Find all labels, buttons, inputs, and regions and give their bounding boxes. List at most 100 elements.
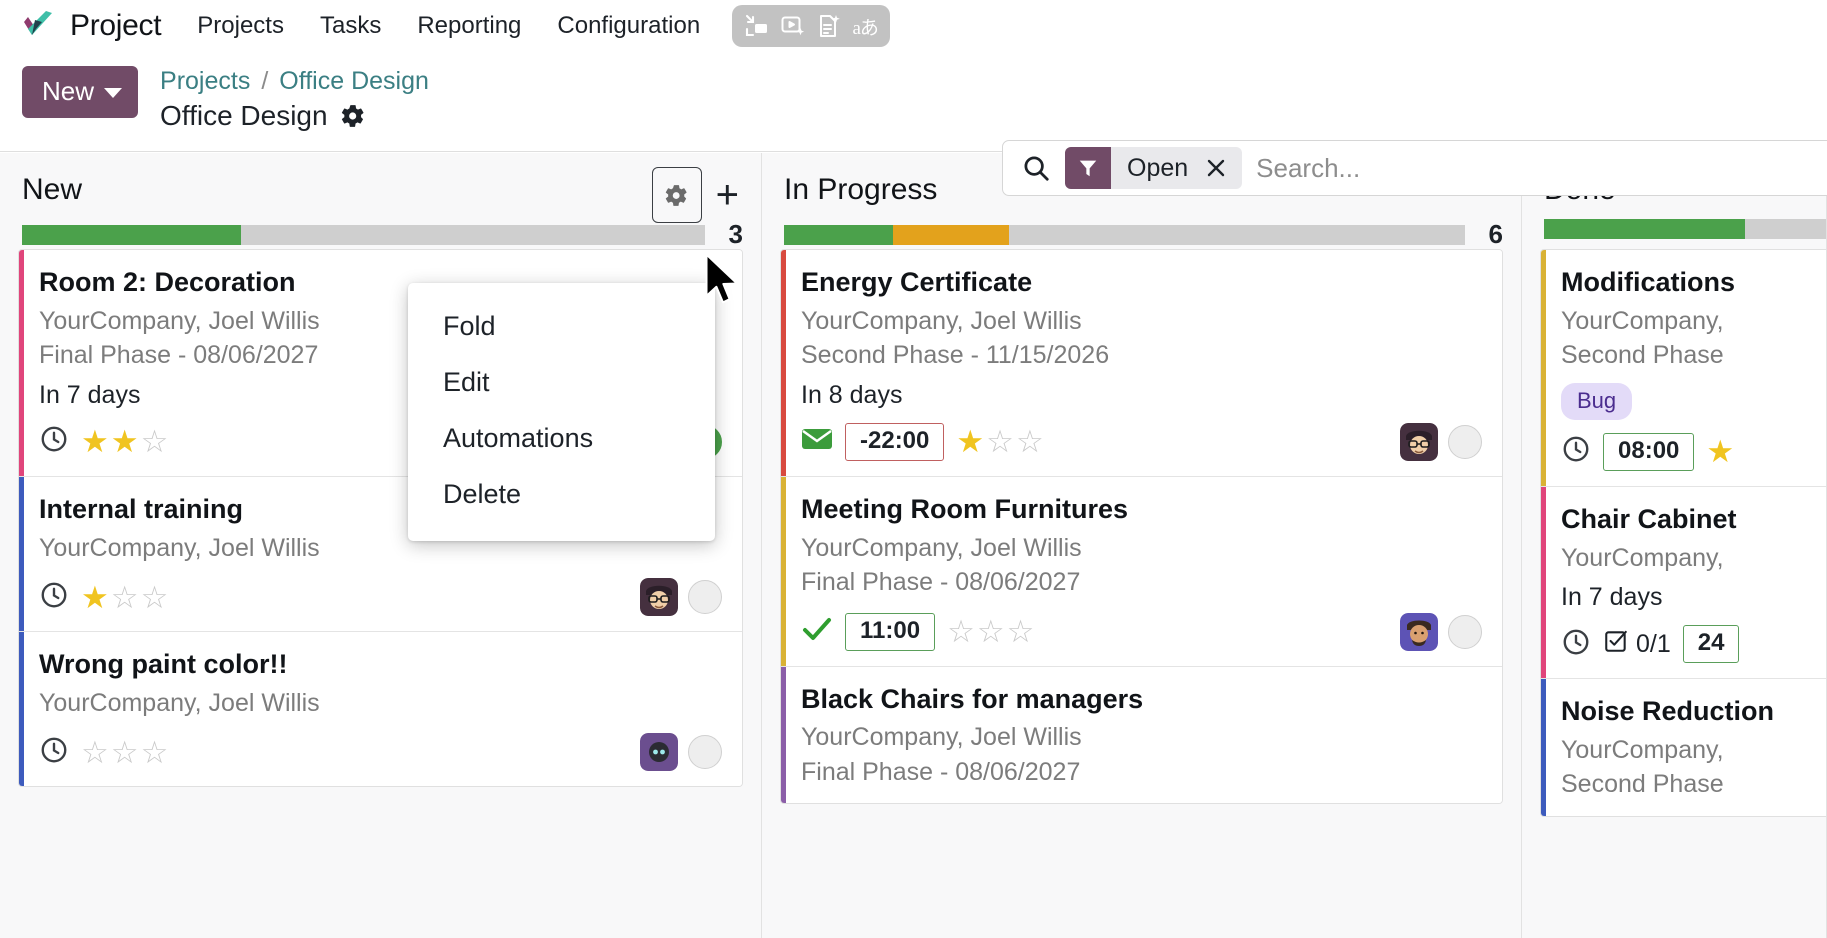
card-accent-bar — [19, 250, 24, 476]
star-filled[interactable]: ★ — [1706, 434, 1735, 470]
column-new-add-button[interactable]: + — [715, 173, 739, 217]
breadcrumb-projects[interactable]: Projects — [160, 67, 251, 95]
column-settings-gear-icon[interactable] — [651, 167, 702, 223]
subtask-counter[interactable]: 0/1 — [1603, 628, 1671, 661]
nav-projects[interactable]: Projects — [197, 12, 284, 39]
priority-stars[interactable]: ☆ ☆ ☆ — [81, 737, 168, 768]
card-footer: -22:00 ★ ☆ ☆ — [801, 422, 1482, 462]
card-subtitle: YourCompany, — [1561, 306, 1724, 335]
card-meta: Second Phase - 11/15/2026 — [801, 341, 1110, 370]
avatar[interactable] — [640, 733, 678, 772]
star-empty[interactable]: ☆ — [110, 579, 139, 615]
clock-icon[interactable] — [1561, 434, 1591, 469]
card-energy-certificate[interactable]: Energy Certificate YourCompany, Joel Wil… — [781, 250, 1502, 477]
breadcrumb-separator: / — [261, 67, 269, 95]
card-noise-reduction[interactable]: Noise Reduction YourCompany, Second Phas… — [1541, 679, 1826, 816]
card-modifications[interactable]: Modifications YourCompany, Second Phase … — [1541, 250, 1826, 487]
progress-segment-green — [1544, 219, 1745, 239]
column-in-progress-progress-bar[interactable] — [784, 224, 1465, 245]
card-footer: 11:00 ☆ ☆ ☆ — [801, 612, 1482, 652]
avatar[interactable] — [640, 578, 678, 616]
status-dot[interactable] — [1448, 424, 1482, 459]
star-empty[interactable]: ☆ — [140, 579, 169, 615]
breadcrumb-office-design[interactable]: Office Design — [279, 67, 429, 95]
star-empty[interactable]: ☆ — [976, 614, 1005, 649]
nav-tasks[interactable]: Tasks — [319, 12, 382, 39]
star-empty[interactable]: ☆ — [947, 614, 975, 649]
card-chair-cabinet[interactable]: Chair Cabinet YourCompany, In 7 days — [1541, 486, 1826, 679]
priority-stars[interactable]: ★ ☆ ☆ — [956, 426, 1043, 457]
status-dot[interactable] — [688, 735, 722, 770]
status-dot[interactable] — [688, 580, 722, 614]
close-icon[interactable] — [1200, 147, 1242, 189]
card-meeting-room-furnitures[interactable]: Meeting Room Furnitures YourCompany, Joe… — [781, 476, 1502, 667]
card-black-chairs-for-managers[interactable]: Black Chairs for managers YourCompany, J… — [781, 666, 1502, 804]
time-badge[interactable]: 08:00 — [1603, 432, 1695, 471]
search-facet-open[interactable]: Open — [1065, 147, 1243, 189]
progress-segment-green — [784, 224, 893, 245]
star-empty[interactable]: ☆ — [986, 424, 1014, 460]
gear-icon[interactable] — [340, 103, 366, 129]
card-wrong-paint-color[interactable]: Wrong paint color!! YourCompany, Joel Wi… — [19, 632, 742, 787]
card-accent-bar — [19, 476, 24, 631]
search-bar[interactable]: Open — [1002, 140, 1827, 196]
column-new-progress-bar[interactable] — [22, 224, 705, 245]
odoo-check-logo[interactable] — [22, 9, 56, 43]
clock-icon[interactable] — [39, 580, 69, 615]
nav-reporting[interactable]: Reporting — [417, 12, 522, 39]
app-name: Project — [70, 9, 162, 42]
nav-configuration[interactable]: Configuration — [557, 12, 701, 39]
menu-item-delete[interactable]: Delete — [443, 479, 522, 509]
menu-item-automations[interactable]: Automations — [443, 423, 594, 453]
avatar[interactable] — [1400, 612, 1438, 651]
column-new-header: New + 3 — [0, 153, 761, 249]
time-badge[interactable]: 24 — [1682, 625, 1740, 663]
envelope-icon[interactable] — [801, 426, 833, 457]
star-empty[interactable]: ☆ — [140, 734, 169, 770]
document-sparkle-icon[interactable] — [814, 11, 844, 41]
clock-icon[interactable] — [1561, 627, 1591, 662]
clock-icon[interactable] — [39, 424, 69, 459]
star-filled[interactable]: ★ — [110, 424, 139, 460]
column-done-card-stack: Modifications YourCompany, Second Phase … — [1540, 249, 1826, 817]
card-subtitle: YourCompany, Joel Willis — [39, 306, 320, 335]
progress-segment-remaining — [1008, 224, 1465, 245]
star-filled[interactable]: ★ — [956, 424, 985, 460]
priority-stars[interactable]: ★ ★ ☆ — [81, 426, 168, 457]
star-filled[interactable]: ★ — [81, 424, 109, 460]
star-empty[interactable]: ☆ — [110, 734, 139, 770]
time-badge[interactable]: 11:00 — [845, 612, 936, 651]
translate-icon[interactable]: aあ — [850, 11, 880, 41]
star-empty[interactable]: ☆ — [140, 424, 169, 460]
card-accent-bar — [781, 476, 786, 666]
search-input[interactable] — [1256, 152, 1827, 184]
screen-record-sparkle-icon[interactable] — [778, 11, 808, 41]
card-internal-training[interactable]: Internal training YourCompany, Joel Will… — [19, 476, 742, 632]
checklist-icon — [1603, 628, 1629, 661]
priority-stars[interactable]: ★ — [1706, 436, 1734, 467]
filter-icon[interactable] — [1065, 147, 1111, 189]
card-title: Room 2: Decoration — [39, 267, 296, 297]
star-empty[interactable]: ☆ — [1006, 614, 1035, 649]
card-meta: Final Phase - 08/06/2027 — [801, 757, 1081, 786]
new-button[interactable]: New — [22, 66, 139, 118]
avatar[interactable] — [1400, 422, 1438, 461]
card-meta: Second Phase — [1561, 770, 1724, 799]
menu-item-edit[interactable]: Edit — [443, 367, 490, 397]
column-done-progress-bar[interactable] — [1544, 219, 1826, 239]
priority-stars[interactable]: ★ ☆ ☆ — [81, 582, 168, 613]
card-tag-bug[interactable]: Bug — [1561, 382, 1633, 420]
clock-icon[interactable] — [39, 735, 69, 770]
menu-item-fold[interactable]: Fold — [443, 311, 496, 341]
check-icon[interactable] — [801, 615, 833, 648]
star-filled[interactable]: ★ — [81, 579, 109, 615]
star-empty[interactable]: ☆ — [81, 734, 109, 770]
status-dot[interactable] — [1448, 614, 1482, 649]
navbar-tool-icons: aあ — [732, 5, 891, 47]
priority-stars[interactable]: ☆ ☆ ☆ — [947, 616, 1034, 647]
progress-segment-orange — [892, 224, 1009, 245]
star-empty[interactable]: ☆ — [1015, 424, 1044, 460]
time-badge[interactable]: -22:00 — [845, 422, 945, 461]
screenshot-icon[interactable] — [742, 11, 772, 41]
column-in-progress-body: Energy Certificate YourCompany, Joel Wil… — [762, 249, 1521, 938]
